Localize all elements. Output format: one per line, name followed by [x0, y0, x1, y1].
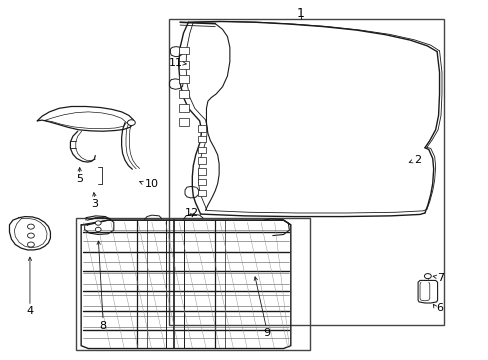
Text: 2: 2 [413, 155, 421, 165]
Text: 5: 5 [76, 174, 83, 184]
Bar [197, 168, 206, 175]
Bar [178, 90, 189, 98]
Circle shape [27, 242, 34, 247]
Circle shape [27, 224, 34, 229]
Bar [178, 75, 189, 83]
Bar [178, 118, 189, 126]
Circle shape [95, 227, 101, 231]
Bar [197, 179, 206, 185]
Text: 10: 10 [144, 179, 158, 189]
Bar [76, 218, 310, 350]
Text: 1: 1 [296, 7, 304, 20]
Text: 3: 3 [91, 199, 98, 209]
Text: 8: 8 [100, 321, 106, 331]
Bar [197, 147, 206, 153]
Bar [168, 19, 444, 325]
Bar [197, 190, 206, 196]
Bar [197, 157, 206, 164]
Text: 11: 11 [168, 58, 182, 68]
Text: 4: 4 [26, 306, 34, 316]
Bar [197, 125, 206, 132]
Bar [178, 61, 189, 69]
Circle shape [27, 233, 34, 238]
Bar [197, 136, 206, 142]
Text: 7: 7 [436, 273, 443, 283]
Bar [178, 104, 189, 112]
Text: 12: 12 [185, 208, 199, 218]
Text: 9: 9 [263, 328, 269, 338]
Bar [178, 46, 189, 54]
Text: 6: 6 [435, 303, 442, 314]
Circle shape [424, 274, 430, 279]
Circle shape [127, 120, 135, 126]
Circle shape [95, 221, 101, 225]
